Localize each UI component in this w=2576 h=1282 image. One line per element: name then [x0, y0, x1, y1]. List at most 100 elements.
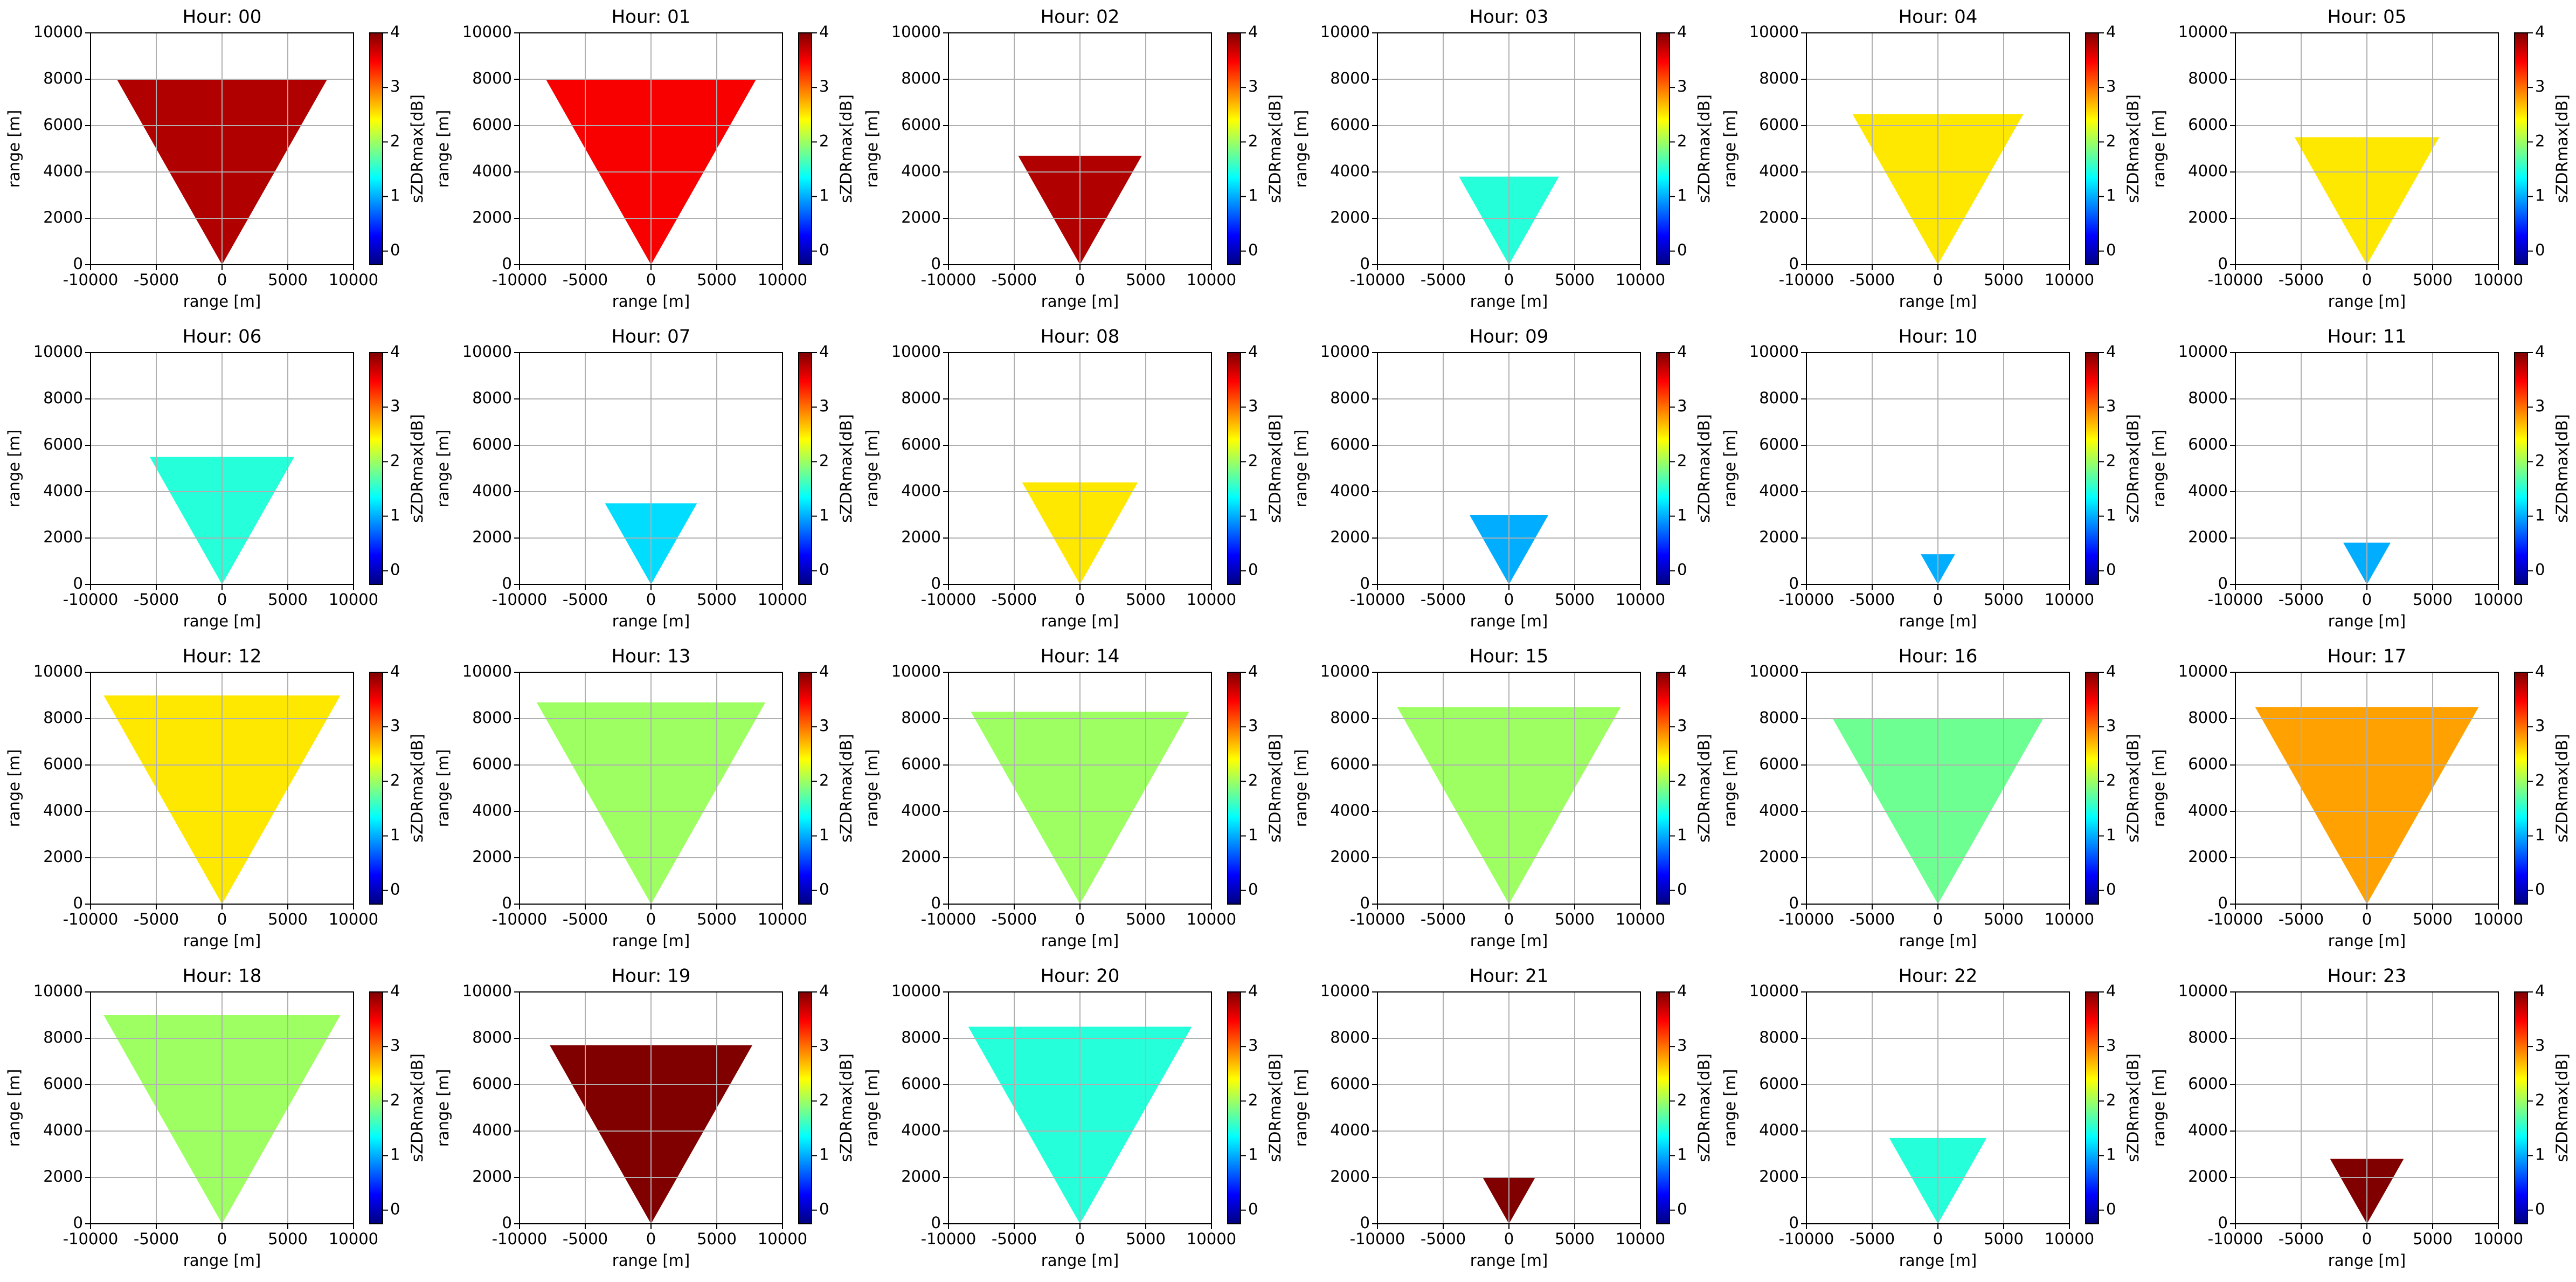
x-tick-label: 10000	[329, 590, 378, 609]
y-tick-label: 4000	[901, 1121, 941, 1139]
x-tick-label: 10000	[2045, 271, 2094, 289]
x-tick-label: -10000	[492, 910, 548, 928]
colorbar-tick-label: 0	[1248, 241, 1258, 259]
y-tick-label: 10000	[462, 342, 512, 361]
x-tick-label: 5000	[697, 590, 737, 609]
y-tick-label: 6000	[2188, 1074, 2228, 1093]
y-tick-label: 10000	[1320, 342, 1370, 361]
colorbar-tick-label: 4	[390, 662, 400, 680]
y-tick-label: 4000	[1330, 481, 1370, 500]
y-axis-label: range [m]	[1292, 110, 1310, 188]
x-axis-label: range [m]	[1899, 932, 1977, 950]
y-axis-label: range [m]	[434, 1069, 452, 1147]
colorbar-tick-label: 3	[2106, 77, 2116, 95]
colorbar-tick-label: 0	[1248, 561, 1258, 579]
x-axis-label: range [m]	[1899, 292, 1977, 311]
x-tick-label: -10000	[492, 590, 548, 609]
y-tick-label: 8000	[901, 389, 941, 407]
x-tick-label: 10000	[329, 271, 378, 289]
axes-frame	[1806, 32, 2070, 265]
colorbar-tick-label: 3	[1248, 77, 1258, 95]
x-tick-label: 0	[1075, 910, 1085, 928]
y-tick-label: 0	[1789, 574, 1799, 592]
colorbar-tick-label: 2	[390, 132, 400, 150]
colorbar	[798, 32, 812, 265]
x-tick-label: 10000	[2474, 1230, 2523, 1248]
x-tick-label: -10000	[1350, 590, 1405, 609]
panel-title: Hour: 13	[612, 646, 691, 667]
x-tick-label: 10000	[1616, 910, 1665, 928]
y-tick-label: 4000	[2188, 1121, 2228, 1139]
colorbar-label: sZDRmax[dB]	[2124, 94, 2142, 203]
y-tick-label: 10000	[462, 23, 512, 41]
y-tick-label: 4000	[472, 162, 512, 180]
y-tick-label: 10000	[891, 342, 941, 361]
y-tick-label: 10000	[33, 23, 83, 41]
y-tick-label: 8000	[2188, 389, 2228, 407]
colorbar-tick-label: 3	[1248, 716, 1258, 735]
colorbar-tick-label: 4	[2535, 23, 2545, 41]
colorbar-tick-label: 1	[1248, 826, 1258, 844]
colorbar-tick-label: 4	[390, 342, 400, 361]
y-tick-label: 8000	[472, 1028, 512, 1046]
colorbar-tick-label: 3	[1677, 77, 1687, 95]
panel-title: Hour: 06	[183, 326, 262, 348]
colorbar-tick-label: 3	[2535, 716, 2545, 735]
y-tick-label: 2000	[1330, 847, 1370, 866]
y-tick-label: 10000	[2178, 23, 2228, 41]
x-tick-label: 10000	[329, 1230, 378, 1248]
x-tick-label: 10000	[1187, 271, 1236, 289]
colorbar-tick-label: 3	[390, 77, 400, 95]
x-axis-label: range [m]	[183, 1251, 261, 1270]
colorbar-tick-label: 2	[1248, 1091, 1258, 1109]
colorbar-tick-label: 2	[390, 1091, 400, 1109]
y-axis-label: range [m]	[434, 430, 452, 507]
colorbar-tick-label: 4	[819, 662, 829, 680]
colorbar-tick-label: 1	[390, 1146, 400, 1164]
y-axis-label: range [m]	[5, 749, 23, 827]
y-tick-label: 10000	[1749, 982, 1799, 1000]
colorbar-tick-label: 1	[1677, 826, 1687, 844]
axes-frame	[519, 991, 783, 1224]
y-tick-label: 8000	[1759, 389, 1799, 407]
x-axis-label: range [m]	[612, 1251, 690, 1270]
y-tick-label: 10000	[891, 23, 941, 41]
y-tick-label: 6000	[1759, 435, 1799, 453]
y-tick-label: 10000	[891, 982, 941, 1000]
x-tick-label: -10000	[1779, 910, 1834, 928]
x-tick-label: -10000	[2208, 1230, 2263, 1248]
x-tick-label: -5000	[563, 271, 608, 289]
colorbar-tick-label: 4	[2106, 662, 2116, 680]
x-tick-label: -10000	[1350, 910, 1405, 928]
colorbar-tick-label: 3	[390, 397, 400, 415]
colorbar-label: sZDRmax[dB]	[837, 414, 855, 523]
x-tick-label: 0	[646, 271, 656, 289]
y-tick-label: 4000	[1759, 801, 1799, 819]
colorbar	[1227, 32, 1241, 265]
y-axis-label: range [m]	[1721, 110, 1739, 188]
y-tick-label: 8000	[901, 69, 941, 87]
axes-frame	[1806, 991, 2070, 1224]
colorbar-tick-label: 3	[2106, 716, 2116, 735]
colorbar	[369, 672, 383, 905]
x-tick-label: -10000	[1350, 1230, 1405, 1248]
x-axis-label: range [m]	[183, 292, 261, 311]
y-tick-label: 4000	[901, 801, 941, 819]
x-tick-label: 0	[1504, 910, 1514, 928]
x-tick-label: -10000	[63, 590, 119, 609]
y-tick-label: 8000	[43, 708, 83, 727]
colorbar-label: sZDRmax[dB]	[2553, 414, 2571, 523]
panel-title: Hour: 03	[1470, 6, 1549, 28]
x-tick-label: 5000	[1126, 910, 1166, 928]
y-axis-label: range [m]	[863, 430, 881, 507]
colorbar-tick-label: 2	[390, 771, 400, 789]
x-tick-label: 10000	[2474, 910, 2523, 928]
y-tick-label: 6000	[43, 115, 83, 134]
x-tick-label: 5000	[1555, 271, 1595, 289]
y-tick-label: 0	[1360, 894, 1370, 912]
x-axis-label: range [m]	[612, 612, 690, 630]
x-tick-label: -10000	[921, 910, 977, 928]
y-axis-label: range [m]	[2150, 1069, 2168, 1147]
colorbar-tick-label: 1	[1248, 1146, 1258, 1164]
y-axis-label: range [m]	[2150, 749, 2168, 827]
